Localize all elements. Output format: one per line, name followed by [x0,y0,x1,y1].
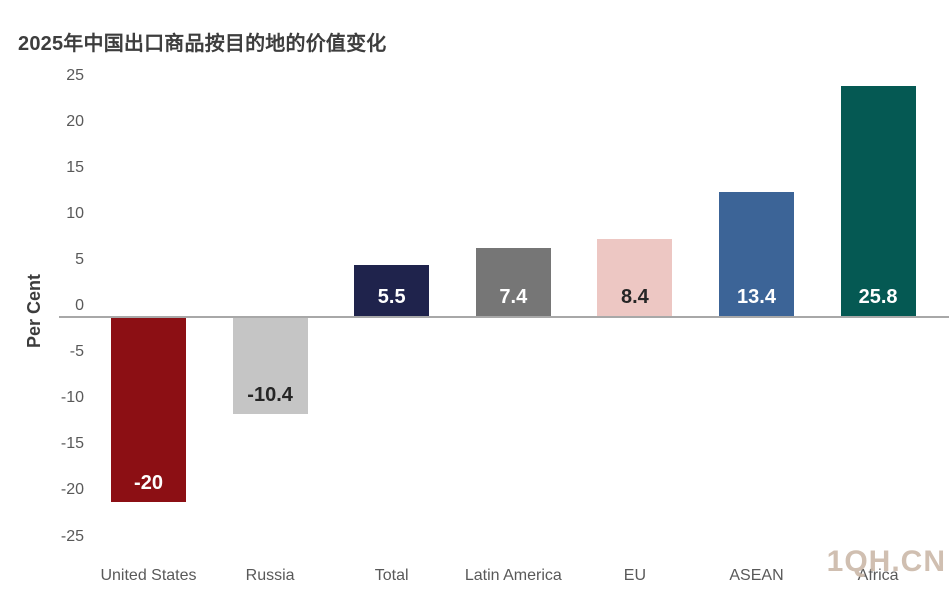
bar-value-label-eu: 8.4 [620,286,649,308]
bar-total [354,265,430,316]
bar-value-label-africa: 25.8 [858,286,898,308]
x-category-label-russia: Russia [245,567,295,584]
y-tick-label-0: 0 [75,297,84,314]
y-tick-label-5: 5 [75,250,84,268]
bar-africa [840,86,916,316]
bar-eu [597,238,673,316]
y-tick-label-10: 10 [66,204,84,222]
y-tick-label--10: -10 [60,389,84,407]
y-tick-label--5: -5 [69,343,84,361]
bar-value-label-russia: -10.4 [247,383,293,406]
bar-latin-america [475,247,551,316]
bar-russia [232,318,308,414]
y-tick-label-20: 20 [66,112,84,130]
bar-value-label-total: 5.5 [377,286,406,308]
y-tick-label-25: 25 [66,66,84,84]
y-tick-label--25: -25 [60,527,84,545]
x-category-label-united-states: United States [100,567,197,584]
y-tick-label--15: -15 [60,435,84,453]
y-tick-label-15: 15 [66,158,84,176]
bar-value-label-asean: 13.4 [737,286,776,308]
x-axis-line [59,316,949,318]
watermark: 1QH.CN [826,545,946,578]
x-category-label-africa: Africa [857,567,899,584]
x-category-label-latin-america: Latin America [464,567,562,584]
bar-asean [719,192,794,316]
x-category-label-total: Total [374,567,409,584]
bar-value-label-united-states: -20 [134,472,163,495]
bar-united-states [111,318,186,503]
y-tick-label--20: -20 [60,481,84,499]
x-category-label-eu: EU [623,567,646,584]
bar-value-label-latin-america: 7.4 [499,286,528,308]
chart-title: 2025年中国出口商品按目的地的价值变化 [18,33,387,55]
x-category-label-asean: ASEAN [729,567,784,584]
